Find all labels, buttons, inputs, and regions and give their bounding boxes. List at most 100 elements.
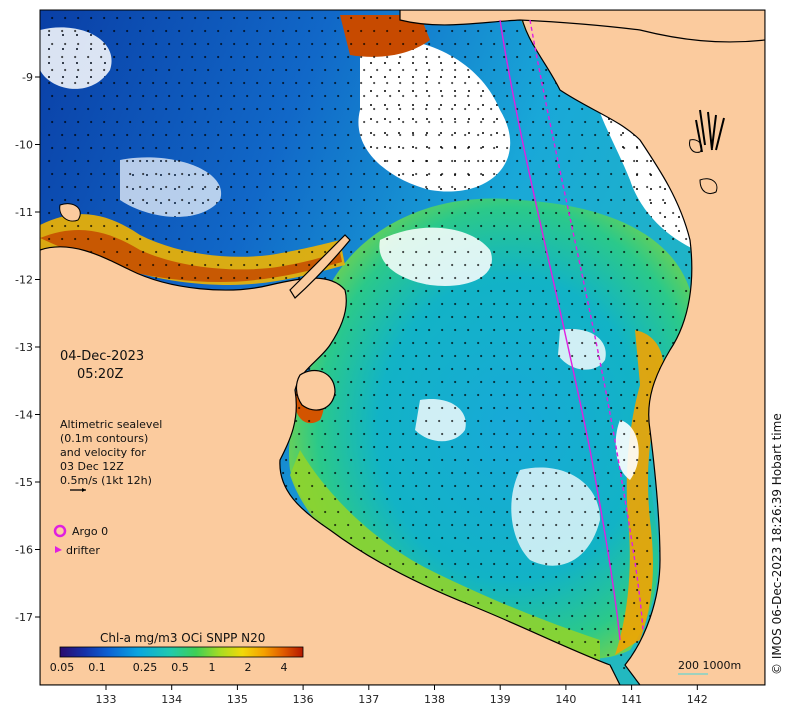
current-vector-dot: [672, 263, 675, 267]
current-vector-dot: [295, 133, 298, 137]
current-vector-dot: [568, 497, 571, 501]
current-vector-dot: [607, 393, 610, 397]
current-vector-dot: [555, 549, 558, 553]
current-vector-dot: [155, 172, 158, 176]
current-vector-dot: [402, 432, 405, 436]
current-vector-dot: [646, 549, 649, 553]
current-vector-dot: [311, 198, 314, 202]
current-vector-dot: [662, 198, 665, 202]
current-vector-dot: [399, 497, 402, 501]
current-vector-dot: [90, 68, 93, 72]
current-vector-dot: [334, 159, 337, 163]
current-vector-dot: [64, 42, 67, 46]
current-vector-dot: [168, 146, 171, 150]
current-vector-dot: [373, 237, 376, 241]
current-vector-dot: [168, 94, 171, 98]
current-vector-dot: [298, 198, 301, 202]
current-vector-dot: [503, 419, 506, 423]
current-vector-dot: [321, 55, 324, 59]
current-vector-dot: [438, 341, 441, 345]
current-vector-dot: [516, 549, 519, 553]
current-vector-dot: [555, 419, 558, 423]
current-vector-dot: [477, 419, 480, 423]
current-vector-dot: [467, 120, 470, 124]
y-tick-label: -11: [15, 206, 33, 219]
current-vector-dot: [334, 81, 337, 85]
current-vector-dot: [178, 211, 181, 215]
current-vector-dot: [74, 81, 77, 85]
current-vector-dot: [636, 406, 639, 410]
current-vector-dot: [402, 458, 405, 462]
current-vector-dot: [194, 16, 197, 20]
current-vector-dot: [597, 276, 600, 280]
current-vector-dot: [529, 627, 532, 631]
current-vector-dot: [529, 159, 532, 163]
current-vector-dot: [490, 549, 493, 553]
current-vector-dot: [584, 120, 587, 124]
current-vector-dot: [191, 185, 194, 189]
current-vector-dot: [360, 315, 363, 319]
current-vector-dot: [480, 94, 483, 98]
current-vector-dot: [311, 458, 314, 462]
current-vector-dot: [428, 484, 431, 488]
current-vector-dot: [503, 445, 506, 449]
current-vector-dot: [607, 445, 610, 449]
current-vector-dot: [191, 159, 194, 163]
current-vector-dot: [532, 588, 535, 592]
current-vector-dot: [636, 250, 639, 254]
current-vector-dot: [243, 237, 246, 241]
current-vector-dot: [389, 406, 392, 410]
current-vector-dot: [454, 120, 457, 124]
current-vector-dot: [542, 471, 545, 475]
current-vector-dot: [451, 159, 454, 163]
current-vector-dot: [363, 42, 366, 46]
current-vector-dot: [285, 42, 288, 46]
current-vector-dot: [477, 549, 480, 553]
current-vector-dot: [467, 250, 470, 254]
current-vector-dot: [165, 263, 168, 267]
current-vector-dot: [207, 172, 210, 176]
current-vector-dot: [441, 276, 444, 280]
current-vector-dot: [152, 107, 155, 111]
land-new-guinea: [399, 10, 765, 43]
current-vector-dot: [285, 172, 288, 176]
current-vector-dot: [581, 419, 584, 423]
current-vector-dot: [490, 523, 493, 527]
current-vector-dot: [181, 276, 184, 280]
current-vector-dot: [480, 484, 483, 488]
current-vector-dot: [425, 81, 428, 85]
current-vector-dot: [529, 523, 532, 527]
current-vector-dot: [571, 354, 574, 358]
current-vector-dot: [220, 198, 223, 202]
current-vector-dot: [597, 224, 600, 228]
current-vector-dot: [529, 445, 532, 449]
current-vector-dot: [571, 536, 574, 540]
current-vector-dot: [363, 198, 366, 202]
current-vector-dot: [532, 172, 535, 176]
current-vector-dot: [529, 471, 532, 475]
current-vector-dot: [490, 315, 493, 319]
current-vector-dot: [545, 224, 548, 228]
current-vector-dot: [545, 120, 548, 124]
current-vector-dot: [451, 133, 454, 137]
current-vector-dot: [607, 497, 610, 501]
current-vector-dot: [571, 120, 574, 124]
current-vector-dot: [142, 250, 145, 254]
colorbar-tick-label: 0.05: [50, 661, 75, 674]
current-vector-dot: [61, 185, 64, 189]
current-vector-dot: [542, 211, 545, 215]
current-vector-dot: [623, 276, 626, 280]
colorbar-gradient: [59, 646, 304, 658]
current-vector-dot: [568, 289, 571, 293]
current-vector-dot: [376, 94, 379, 98]
current-vector-dot: [646, 393, 649, 397]
current-vector-dot: [633, 211, 636, 215]
current-vector-dot: [584, 276, 587, 280]
current-vector-dot: [246, 68, 249, 72]
current-vector-dot: [412, 107, 415, 111]
current-vector-dot: [610, 354, 613, 358]
current-vector-dot: [620, 575, 623, 579]
current-vector-dot: [142, 172, 145, 176]
current-vector-dot: [441, 432, 444, 436]
current-vector-dot: [334, 263, 337, 267]
